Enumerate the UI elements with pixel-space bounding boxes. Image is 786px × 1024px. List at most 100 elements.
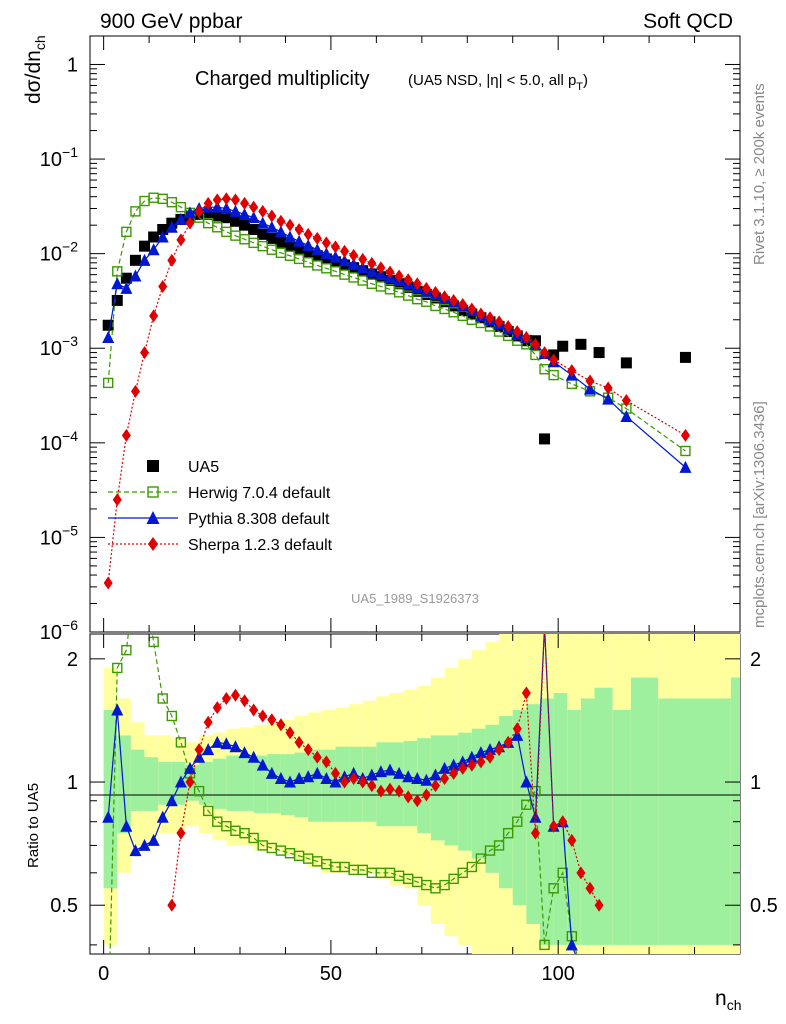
- data-point: [194, 204, 204, 218]
- data-point: [229, 215, 241, 227]
- ratio-point: [230, 688, 240, 702]
- ratio-point: [548, 883, 559, 894]
- ratio-point: [256, 758, 269, 771]
- ratio-point: [285, 726, 295, 740]
- ratio-point: [165, 794, 178, 807]
- data-point: [430, 285, 440, 299]
- data-point: [102, 330, 115, 343]
- y-tick-label: 10−2: [40, 239, 78, 266]
- data-point: [621, 394, 631, 408]
- ratio-point: [576, 964, 585, 973]
- data-point: [302, 257, 314, 268]
- band-inner: [226, 755, 240, 811]
- data-point: [293, 234, 306, 247]
- ratio-axis-label: Ratio to UA5: [25, 783, 42, 868]
- band-inner: [580, 698, 595, 945]
- data-point: [111, 277, 124, 290]
- data-point: [158, 279, 168, 293]
- data-point: [156, 230, 169, 243]
- ratio-point: [467, 758, 477, 772]
- ratio-point: [540, 620, 549, 633]
- ratio-point: [249, 703, 259, 717]
- data-point: [130, 384, 140, 398]
- ratio-point: [247, 750, 260, 763]
- y-tick-label: 10−5: [40, 522, 78, 549]
- x-tick-label: 0: [98, 963, 109, 985]
- data-point: [367, 256, 377, 270]
- ratio-point: [539, 620, 551, 632]
- band-inner: [730, 677, 740, 945]
- ratio-sherpa: [167, 620, 604, 912]
- ratio-point: [440, 772, 450, 786]
- svg-text:Rivet 3.1.10, ≥ 200k events: Rivet 3.1.10, ≥ 200k events: [751, 83, 768, 265]
- ratio-point: [430, 779, 440, 793]
- ratio-point: [157, 693, 168, 704]
- data-point: [485, 311, 495, 325]
- data-point: [147, 243, 160, 256]
- band-inner: [117, 735, 131, 834]
- series-herwig: [102, 192, 691, 457]
- data-point: [376, 261, 386, 275]
- ratio-point: [221, 691, 231, 705]
- band-inner: [267, 754, 281, 814]
- band-inner: [294, 752, 309, 818]
- data-point: [575, 338, 587, 350]
- data-point: [247, 211, 260, 224]
- data-point: [274, 225, 287, 238]
- data-point: [540, 346, 550, 360]
- data-point: [679, 460, 692, 473]
- band-inner: [144, 757, 159, 811]
- ratio-point: [276, 718, 286, 732]
- data-point: [566, 378, 578, 390]
- data-point: [539, 364, 550, 375]
- ratio-point: [529, 810, 542, 823]
- ratio-point: [412, 794, 422, 808]
- data-point: [467, 302, 477, 316]
- ratio-point: [594, 898, 604, 912]
- data-point: [680, 445, 691, 457]
- data-point: [149, 309, 159, 323]
- band-inner: [308, 749, 322, 822]
- ratio-tick-label-right: 2: [750, 649, 761, 671]
- ratio-point: [102, 810, 115, 823]
- data-point: [230, 193, 240, 207]
- data-point: [121, 428, 131, 442]
- ratio-point: [238, 746, 251, 759]
- ratio-point: [229, 740, 242, 753]
- svg-text:dσ/dnch: dσ/dnch: [22, 35, 48, 104]
- data-point: [620, 357, 632, 369]
- ratio-point: [138, 838, 151, 851]
- ratio-point: [475, 853, 487, 864]
- data-point: [258, 204, 268, 218]
- ratio-point: [449, 766, 459, 780]
- data-point: [620, 409, 633, 422]
- series-line: [107, 206, 686, 468]
- data-point: [512, 325, 522, 339]
- legend-marker: [148, 537, 158, 551]
- data-point: [239, 219, 251, 231]
- series-line: [107, 197, 686, 452]
- ratio-point: [374, 765, 387, 778]
- data-point: [221, 226, 232, 238]
- band-inner: [471, 728, 486, 859]
- data-point: [347, 257, 360, 270]
- data-point: [120, 272, 132, 284]
- ratio-point: [421, 788, 431, 802]
- data-point: [530, 337, 540, 351]
- ratio-point: [402, 770, 415, 783]
- data-point: [185, 216, 195, 230]
- data-point: [121, 226, 132, 238]
- data-point: [275, 236, 287, 248]
- data-point: [312, 231, 322, 245]
- ratio-point: [376, 784, 386, 798]
- ratio-point: [193, 785, 205, 797]
- data-point: [330, 240, 340, 254]
- ratio-point: [267, 713, 277, 727]
- ratio-point: [456, 755, 469, 768]
- data-point: [403, 273, 413, 287]
- ratio-point: [240, 694, 250, 708]
- ratio-point: [258, 709, 268, 723]
- data-point: [458, 297, 468, 311]
- data-point: [348, 272, 359, 283]
- data-point: [284, 240, 296, 252]
